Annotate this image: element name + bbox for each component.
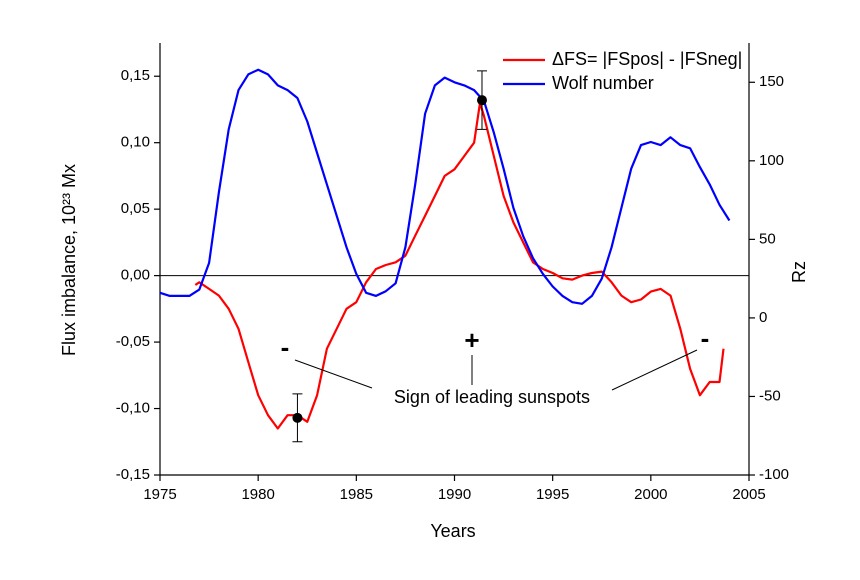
callout-line [294, 359, 373, 389]
callout-line [611, 349, 698, 391]
y-tick-label: 0,15 [121, 67, 150, 84]
y2-tick-label: -50 [759, 387, 781, 404]
x-tick-label: 1985 [340, 486, 373, 503]
x-tick-label: 1990 [438, 486, 471, 503]
data-point [292, 412, 303, 423]
y-tick-label: 0,10 [121, 134, 150, 151]
x-tick-label: 1980 [241, 486, 274, 503]
sign-label: - [281, 332, 290, 362]
series-line [194, 101, 725, 430]
sign-label: - [701, 323, 710, 353]
y-tick-label: 0,05 [121, 200, 150, 217]
y-tick-label: -0,05 [116, 333, 150, 350]
y-tick-label: 0,00 [121, 267, 150, 284]
y2-tick-label: 100 [759, 152, 784, 169]
sign-label: + [464, 325, 479, 355]
y-axis-label: Flux imbalance, 10²³ Mx [59, 164, 79, 356]
data-point [476, 95, 487, 106]
x-tick-label: 2005 [732, 486, 765, 503]
y2-axis-label: Rz [789, 261, 809, 283]
y2-tick-label: 150 [759, 73, 784, 90]
x-tick-label: 1995 [536, 486, 569, 503]
x-axis-label: Years [430, 521, 475, 541]
x-tick-label: 2000 [634, 486, 667, 503]
series-line [159, 68, 731, 305]
x-tick-label: 1975 [143, 486, 176, 503]
y2-tick-label: 50 [759, 230, 776, 247]
annotation: Sign of leading sunspots [394, 387, 590, 407]
y-tick-label: -0,10 [116, 400, 150, 417]
legend-label: ΔFS= |FSpos| - |FSneg| [552, 49, 742, 69]
legend-label: Wolf number [552, 73, 654, 93]
y-tick-label: -0,15 [116, 466, 150, 483]
y2-tick-label: 0 [759, 309, 767, 326]
y2-tick-label: -100 [759, 466, 789, 483]
